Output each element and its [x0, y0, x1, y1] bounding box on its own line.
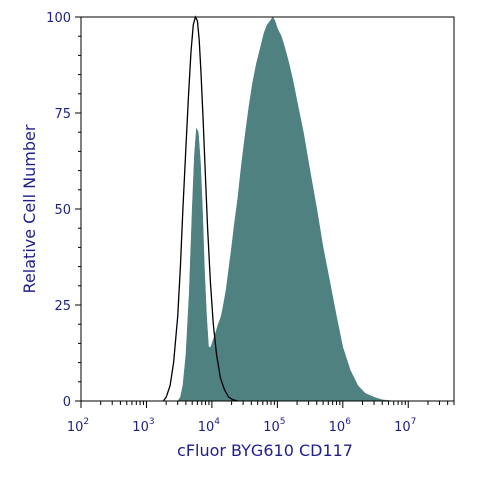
- x-tick-label: 102: [67, 417, 89, 435]
- y-tick-label: 75: [54, 107, 71, 122]
- y-tick-label: 50: [54, 203, 71, 218]
- x-axis: 102 103 104 105 106 107: [67, 401, 455, 435]
- y-axis-label: Relative Cell Number: [20, 124, 39, 293]
- x-tick-label: 104: [198, 417, 221, 435]
- series-filled-histogram: [177, 16, 394, 402]
- y-tick-label: 0: [63, 395, 71, 410]
- x-tick-label: 107: [394, 417, 416, 435]
- x-tick-label: 106: [329, 417, 352, 435]
- plot-area: [162, 15, 394, 402]
- y-axis: 0 25 50 75 100: [46, 11, 81, 410]
- x-tick-label: 103: [132, 417, 154, 435]
- y-tick-label: 100: [46, 11, 71, 26]
- y-tick-label: 25: [54, 299, 71, 314]
- x-tick-label: 105: [263, 417, 285, 435]
- x-axis-label: cFluor BYG610 CD117: [177, 441, 353, 460]
- series-outline-histogram: [162, 15, 239, 402]
